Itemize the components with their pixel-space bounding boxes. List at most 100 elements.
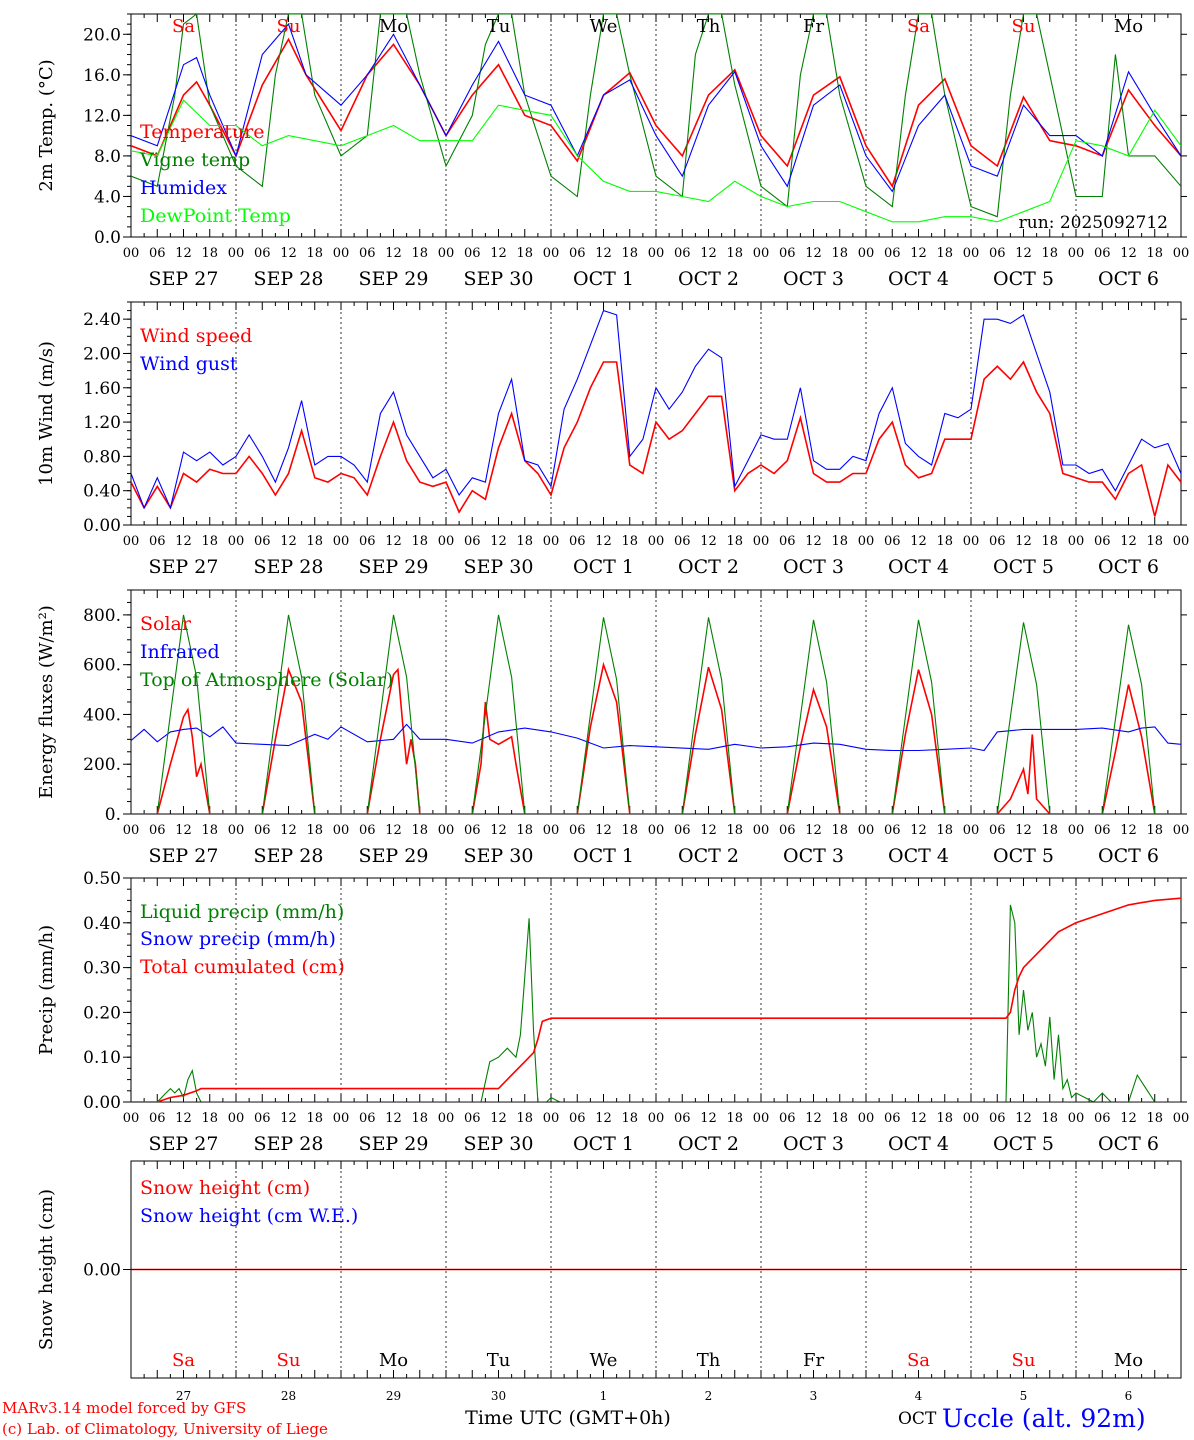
hour-tick-label: 06 [1094, 823, 1111, 838]
hour-tick-label: 12 [490, 823, 507, 838]
hour-tick-label: 12 [490, 1111, 507, 1126]
hour-tick-label: 12 [1015, 534, 1032, 549]
hour-tick-label: 00 [438, 1111, 455, 1126]
y-tick-label: 0.40 [83, 914, 121, 934]
hour-tick-label: 00 [543, 534, 560, 549]
y-tick-label: 0. [105, 805, 121, 825]
y-tick-label: 0.40 [83, 482, 121, 502]
date-label: OCT 2 [678, 268, 739, 290]
hour-tick-label: 06 [359, 534, 376, 549]
x-axis-label: Time UTC (GMT+0h) [465, 1407, 671, 1429]
date-label: SEP 28 [254, 556, 324, 578]
hour-tick-label: 00 [333, 246, 350, 261]
day-name-label: Su [277, 16, 301, 37]
series-line-vigne-temp [131, 14, 1181, 218]
hour-tick-label: 06 [149, 823, 166, 838]
hour-tick-label: 18 [621, 534, 638, 549]
y-tick-label: 1.60 [83, 379, 121, 399]
hour-tick-label: 12 [385, 246, 402, 261]
hour-tick-label: 06 [989, 823, 1006, 838]
month-label: OCT [898, 1409, 937, 1429]
legend-infrared: Infrared [140, 641, 220, 663]
hour-tick-label: 00 [1068, 1111, 1085, 1126]
day-name-label: Mo [1114, 1350, 1143, 1371]
hour-tick-label: 00 [648, 534, 665, 549]
date-label: OCT 4 [888, 268, 949, 290]
date-label: OCT 1 [573, 845, 634, 867]
hour-tick-label: 00 [648, 823, 665, 838]
date-label: OCT 2 [678, 556, 739, 578]
hour-tick-label: 12 [700, 823, 717, 838]
legend-humidex: Humidex [140, 177, 227, 199]
hour-tick-label: 06 [1094, 246, 1111, 261]
hour-tick-label: 18 [201, 823, 218, 838]
hour-tick-label: 12 [910, 1111, 927, 1126]
hour-tick-label: 18 [411, 534, 428, 549]
hour-tick-label: 06 [884, 534, 901, 549]
hour-tick-label: 00 [1173, 246, 1190, 261]
hour-tick-label: 06 [149, 246, 166, 261]
hour-tick-label: 12 [490, 246, 507, 261]
date-label: OCT 3 [783, 1133, 844, 1155]
date-label: SEP 27 [149, 556, 219, 578]
series-line-top-of-atmosphere-solar- [131, 614, 1181, 814]
hour-tick-label: 18 [516, 1111, 533, 1126]
day-name-label: Th [697, 1350, 721, 1371]
hour-tick-label: 00 [228, 1111, 245, 1126]
hour-tick-label: 18 [936, 823, 953, 838]
y-tick-label: 600. [83, 656, 121, 676]
hour-tick-label: 12 [385, 534, 402, 549]
y-tick-label: 0.00 [83, 1261, 121, 1281]
hour-tick-label: 18 [726, 1111, 743, 1126]
hour-tick-label: 12 [280, 1111, 297, 1126]
footer-lab-credit: (c) Lab. of Climatology, University of L… [2, 1420, 328, 1438]
date-label: SEP 30 [464, 556, 534, 578]
hour-tick-label: 06 [569, 823, 586, 838]
date-label: OCT 6 [1098, 1133, 1159, 1155]
hour-tick-label: 00 [438, 823, 455, 838]
date-label: SEP 28 [254, 268, 324, 290]
hour-tick-label: 00 [543, 823, 560, 838]
date-label: OCT 1 [573, 268, 634, 290]
y-tick-label: 2.40 [83, 310, 121, 330]
hour-tick-label: 12 [805, 246, 822, 261]
hour-tick-label: 12 [1120, 823, 1137, 838]
hour-tick-label: 06 [464, 246, 481, 261]
hour-tick-label: 00 [543, 246, 560, 261]
date-label: OCT 2 [678, 1133, 739, 1155]
date-label: SEP 29 [359, 1133, 429, 1155]
day-name-label: Mo [379, 16, 408, 37]
hour-tick-label: 12 [805, 534, 822, 549]
hour-tick-label: 06 [149, 1111, 166, 1126]
hour-tick-label: 18 [1041, 534, 1058, 549]
series-line-dewpoint-temp [131, 99, 1181, 223]
hour-tick-label: 06 [464, 1111, 481, 1126]
hour-tick-label: 06 [989, 534, 1006, 549]
hour-tick-label: 06 [989, 246, 1006, 261]
date-label: SEP 29 [359, 556, 429, 578]
hour-tick-label: 00 [123, 1111, 140, 1126]
footer-model-credit: MARv3.14 model forced by GFS [2, 1399, 246, 1417]
legend-dewpoint-temp: DewPoint Temp [140, 205, 291, 227]
hour-tick-label: 06 [464, 823, 481, 838]
panel-5: 0.00 Snow height (cm) Snow height (cm) Snow… [36, 1160, 1187, 1403]
series-line-wind-speed [131, 360, 1181, 517]
day-name-label: Mo [1114, 16, 1143, 37]
hour-tick-label: 00 [333, 1111, 350, 1126]
hour-tick-label: 18 [936, 246, 953, 261]
legend-snow-height-cm-: Snow height (cm) [140, 1177, 310, 1199]
y-tick-label: 8.0 [94, 147, 121, 167]
hour-tick-label: 12 [700, 534, 717, 549]
day-name-label: Fr [803, 1350, 824, 1371]
hour-tick-label: 00 [1173, 823, 1190, 838]
hour-tick-label: 06 [884, 823, 901, 838]
hour-tick-label: 06 [674, 1111, 691, 1126]
hour-tick-label: 18 [516, 534, 533, 549]
hour-tick-label: 06 [779, 246, 796, 261]
date-label: OCT 1 [573, 1133, 634, 1155]
date-label: OCT 3 [783, 268, 844, 290]
y-tick-label: 0.80 [83, 447, 121, 467]
day-name-label: Fr [803, 16, 824, 37]
hour-tick-label: 12 [595, 1111, 612, 1126]
day-number-label: 4 [915, 1389, 923, 1403]
